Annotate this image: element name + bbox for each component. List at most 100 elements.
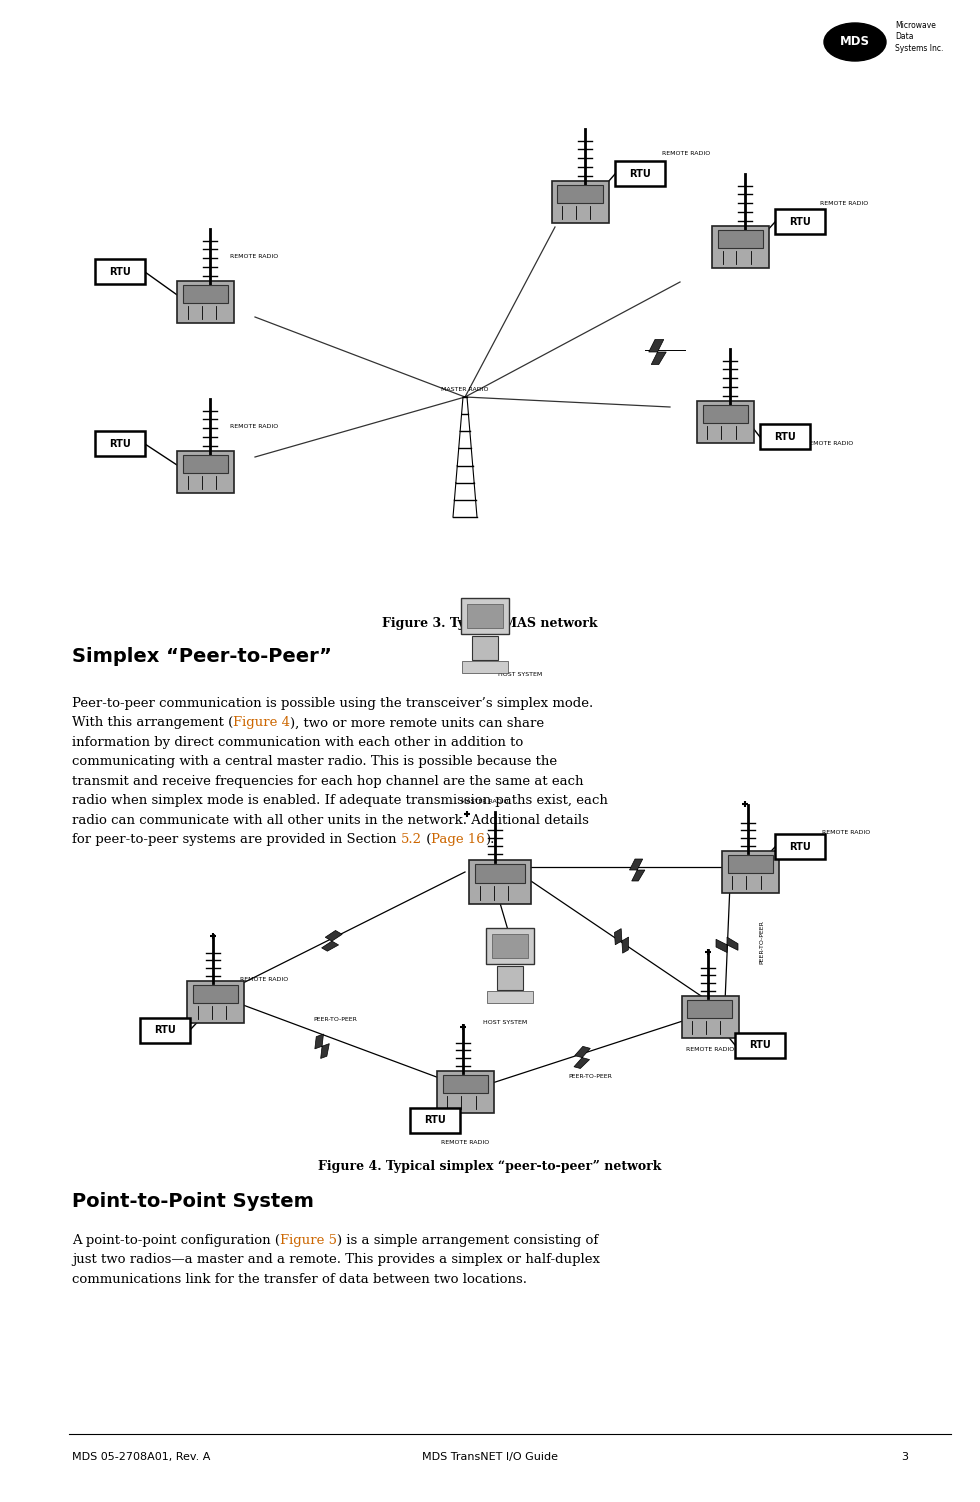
FancyBboxPatch shape xyxy=(461,598,509,634)
Text: radio when simplex mode is enabled. If adequate transmission paths exist, each: radio when simplex mode is enabled. If a… xyxy=(72,795,608,808)
Text: REMOTE RADIO: REMOTE RADIO xyxy=(805,442,854,446)
FancyBboxPatch shape xyxy=(615,162,665,186)
FancyBboxPatch shape xyxy=(711,225,768,267)
FancyBboxPatch shape xyxy=(775,209,825,234)
Text: (: ( xyxy=(421,834,431,847)
Text: Figure 4: Figure 4 xyxy=(233,716,290,730)
Text: Simplex “Peer-to-Peer”: Simplex “Peer-to-Peer” xyxy=(72,647,332,665)
Text: communications link for the transfer of data between two locations.: communications link for the transfer of … xyxy=(72,1274,527,1286)
Polygon shape xyxy=(629,859,645,882)
Ellipse shape xyxy=(824,23,886,62)
Text: RTU: RTU xyxy=(749,1039,771,1050)
FancyBboxPatch shape xyxy=(186,981,243,1023)
Text: ) is a simple arrangement consisting of: ) is a simple arrangement consisting of xyxy=(337,1235,598,1247)
Text: Figure 3. Typical MAS network: Figure 3. Typical MAS network xyxy=(382,617,598,629)
Polygon shape xyxy=(716,937,738,952)
FancyBboxPatch shape xyxy=(95,431,145,457)
Circle shape xyxy=(554,204,570,219)
Text: for peer-to-peer systems are provided in Section: for peer-to-peer systems are provided in… xyxy=(72,834,401,847)
Text: RTU: RTU xyxy=(109,267,131,276)
FancyBboxPatch shape xyxy=(497,966,523,990)
Text: Microwave
Data
Systems Inc.: Microwave Data Systems Inc. xyxy=(895,21,944,53)
Text: REMOTE RADIO: REMOTE RADIO xyxy=(686,1047,734,1051)
Text: MDS: MDS xyxy=(840,36,870,48)
FancyBboxPatch shape xyxy=(462,661,508,673)
Text: REMOTE RADIO: REMOTE RADIO xyxy=(441,1140,489,1145)
FancyBboxPatch shape xyxy=(469,861,531,904)
Text: MDS 05-2708A01, Rev. A: MDS 05-2708A01, Rev. A xyxy=(72,1452,211,1461)
FancyBboxPatch shape xyxy=(487,991,533,1003)
Text: REMOTE RADIO: REMOTE RADIO xyxy=(822,831,870,835)
Text: With this arrangement (: With this arrangement ( xyxy=(72,716,233,730)
Text: HOST SYSTEM: HOST SYSTEM xyxy=(483,1020,527,1024)
Polygon shape xyxy=(574,1047,590,1068)
FancyBboxPatch shape xyxy=(95,260,145,284)
Text: radio can communicate with all other units in the network. Additional details: radio can communicate with all other uni… xyxy=(72,814,589,828)
Text: A point-to-point configuration (: A point-to-point configuration ( xyxy=(72,1235,280,1247)
Text: Point-to-Point System: Point-to-Point System xyxy=(72,1193,314,1211)
FancyBboxPatch shape xyxy=(552,182,609,222)
Text: RTU: RTU xyxy=(629,170,651,179)
Polygon shape xyxy=(315,1033,329,1059)
Text: MASTER RADIO: MASTER RADIO xyxy=(441,388,489,392)
Text: transmit and receive frequencies for each hop channel are the same at each: transmit and receive frequencies for eac… xyxy=(72,775,583,789)
Circle shape xyxy=(179,475,195,490)
FancyBboxPatch shape xyxy=(176,451,233,493)
Polygon shape xyxy=(321,930,342,951)
FancyBboxPatch shape xyxy=(558,185,603,203)
FancyBboxPatch shape xyxy=(182,455,227,473)
FancyBboxPatch shape xyxy=(192,985,237,1003)
Circle shape xyxy=(699,424,715,440)
FancyBboxPatch shape xyxy=(775,835,825,859)
FancyBboxPatch shape xyxy=(182,285,227,303)
Text: PEER-TO-PEER: PEER-TO-PEER xyxy=(568,1074,612,1078)
Text: RTU: RTU xyxy=(154,1024,175,1035)
FancyBboxPatch shape xyxy=(721,852,778,894)
FancyBboxPatch shape xyxy=(486,928,534,964)
FancyBboxPatch shape xyxy=(760,425,810,449)
Text: information by direct communication with each other in addition to: information by direct communication with… xyxy=(72,736,523,749)
Text: REMOTE RADIO: REMOTE RADIO xyxy=(820,201,868,206)
Circle shape xyxy=(179,303,195,320)
Text: Page 16: Page 16 xyxy=(431,834,485,847)
Text: RTU: RTU xyxy=(109,439,131,449)
Text: 3: 3 xyxy=(901,1452,908,1461)
Text: ), two or more remote units can share: ), two or more remote units can share xyxy=(290,716,544,730)
Text: Peer-to-peer communication is possible using the transceiver’s simplex mode.: Peer-to-peer communication is possible u… xyxy=(72,697,593,710)
Text: RTU: RTU xyxy=(789,216,810,227)
Text: REMOTE RADIO: REMOTE RADIO xyxy=(230,425,278,430)
Text: Figure 5: Figure 5 xyxy=(280,1235,337,1247)
FancyBboxPatch shape xyxy=(703,406,748,424)
Text: REMOTE RADIO: REMOTE RADIO xyxy=(662,152,710,156)
Text: HOST SYSTEM: HOST SYSTEM xyxy=(498,671,542,677)
Polygon shape xyxy=(614,928,628,954)
FancyBboxPatch shape xyxy=(472,635,498,659)
FancyBboxPatch shape xyxy=(727,855,772,873)
FancyBboxPatch shape xyxy=(436,1071,494,1113)
Text: MASTER RADIO: MASTER RADIO xyxy=(462,799,509,804)
FancyBboxPatch shape xyxy=(475,864,525,883)
FancyBboxPatch shape xyxy=(443,1075,487,1093)
Text: just two radios—a master and a remote. This provides a simplex or half-duplex: just two radios—a master and a remote. T… xyxy=(72,1254,600,1266)
Text: RTU: RTU xyxy=(789,843,810,852)
Text: ).: ). xyxy=(485,834,494,847)
Text: PEER-TO-PEER: PEER-TO-PEER xyxy=(313,1017,357,1021)
FancyBboxPatch shape xyxy=(140,1017,190,1042)
Text: MDS TransNET I/O Guide: MDS TransNET I/O Guide xyxy=(422,1452,558,1461)
Polygon shape xyxy=(649,339,666,365)
Text: RTU: RTU xyxy=(424,1114,446,1125)
Text: RTU: RTU xyxy=(774,433,796,442)
Circle shape xyxy=(714,249,730,264)
FancyBboxPatch shape xyxy=(688,1000,732,1018)
Text: communicating with a central master radio. This is possible because the: communicating with a central master radi… xyxy=(72,756,557,769)
FancyBboxPatch shape xyxy=(492,934,528,958)
FancyBboxPatch shape xyxy=(681,996,739,1038)
FancyBboxPatch shape xyxy=(410,1107,460,1133)
FancyBboxPatch shape xyxy=(176,281,233,323)
FancyBboxPatch shape xyxy=(697,401,754,443)
FancyBboxPatch shape xyxy=(717,230,762,248)
FancyBboxPatch shape xyxy=(467,604,503,628)
Text: Figure 4. Typical simplex “peer-to-peer” network: Figure 4. Typical simplex “peer-to-peer”… xyxy=(318,1160,662,1173)
Text: REMOTE RADIO: REMOTE RADIO xyxy=(240,976,288,982)
Text: REMOTE RADIO: REMOTE RADIO xyxy=(230,254,278,260)
